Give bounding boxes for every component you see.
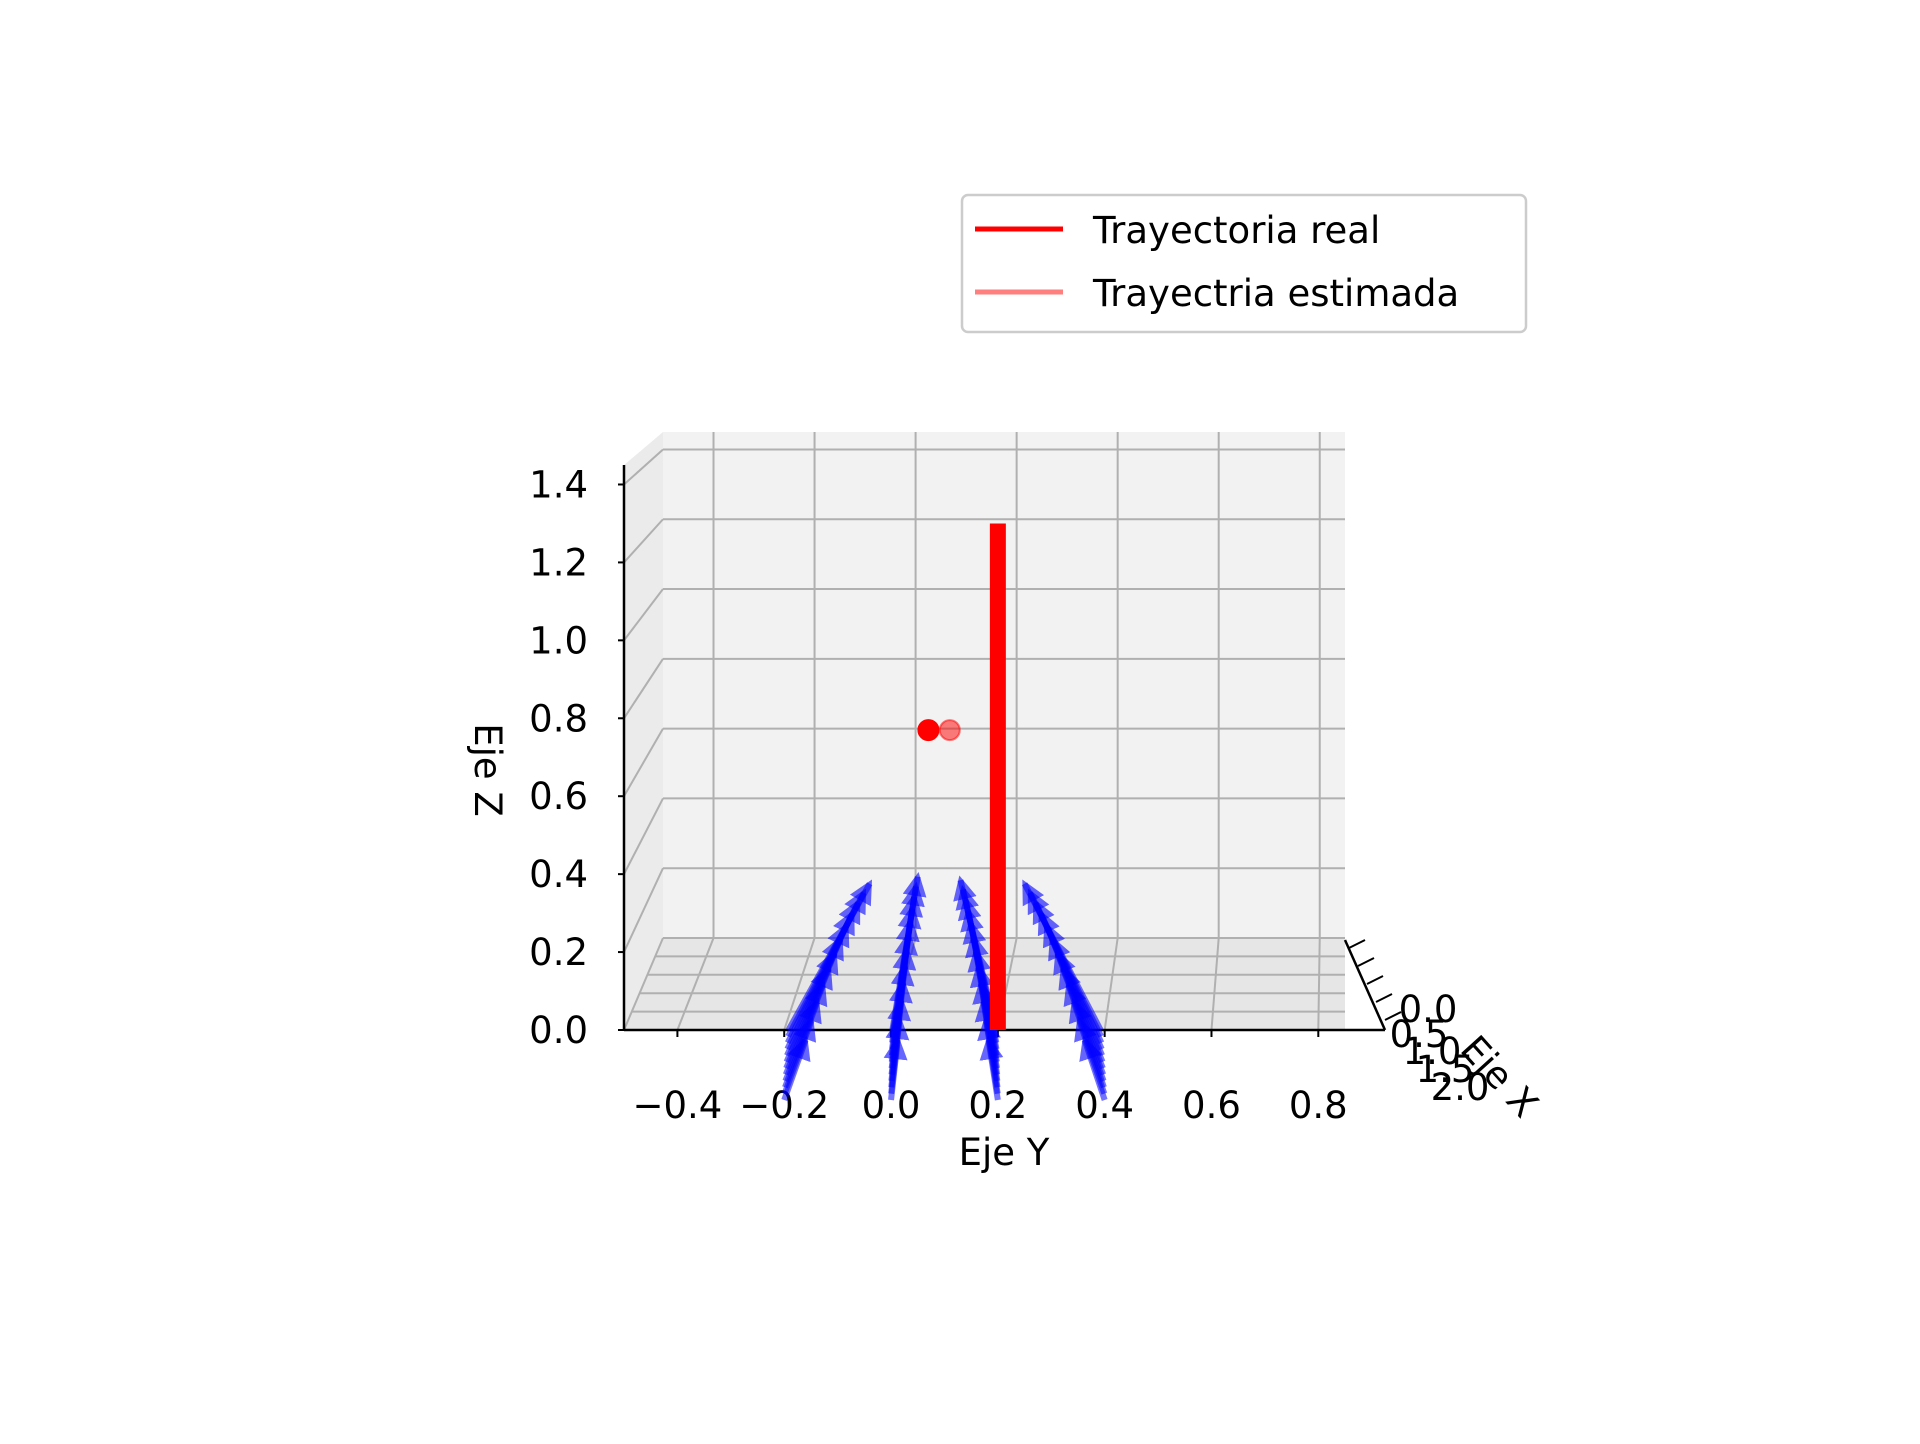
estimated-point	[938, 719, 961, 742]
z-tick-label: 1.4	[529, 463, 588, 506]
x-tick-mark	[1357, 957, 1375, 967]
gridline-z-side	[623, 728, 664, 797]
x-tick-mark	[1366, 975, 1384, 985]
quiver-arrow	[889, 871, 927, 1031]
y-tick-label: −0.4	[632, 1084, 722, 1127]
left-pane	[624, 432, 663, 1030]
gridline-z-side	[623, 797, 664, 875]
gridline-z-side	[623, 518, 664, 564]
tick-labels: 0.00.20.40.60.81.01.21.4−0.4 −0.2 0.0 0.2 0.…	[529, 463, 1489, 1127]
x-tick-label: 0.0	[1399, 988, 1458, 1031]
legend-label-real: Trayectoria real	[1092, 209, 1380, 252]
z-tick-label: 0.0	[529, 1009, 588, 1052]
x-tick-label: 1.0	[1403, 1030, 1462, 1073]
gridline-y-floor	[676, 937, 715, 1031]
gridline-z-side	[623, 937, 664, 1031]
y-axis-title: Eje Y	[959, 1131, 1050, 1174]
quiver-arrow	[1021, 879, 1104, 1032]
x-axis-line	[1343, 939, 1387, 1031]
z-tick-label: 0.2	[529, 931, 588, 974]
z-tick-label: 1.0	[529, 619, 588, 662]
y-tick-label: 0.8	[1289, 1084, 1348, 1127]
legend: Trayectoria real Trayectria estimada	[960, 193, 1528, 334]
gridline-y-floor	[1317, 937, 1321, 1031]
z-tick-label: 0.4	[529, 853, 588, 896]
z-axis-title: Eje Z	[466, 723, 509, 817]
series	[917, 523, 1006, 1030]
real-point	[917, 719, 940, 742]
x-tick-mark	[1384, 1011, 1402, 1021]
x-tick-label: 0.5	[1390, 1013, 1449, 1056]
quiver-arrows	[781, 871, 1108, 1102]
gridline-z-side	[623, 658, 664, 719]
gridline-y-floor	[1210, 937, 1220, 1031]
z-tick-label: 0.6	[529, 775, 588, 818]
gridline-z-side	[623, 588, 664, 641]
x-tick-label: 1.5	[1416, 1048, 1475, 1091]
y-tick-label: 0.6	[1182, 1084, 1241, 1127]
gridline-z-side	[623, 867, 664, 953]
legend-box	[960, 193, 1528, 334]
legend-label-estimated: Trayectria estimada	[1092, 272, 1459, 315]
x-tick-label: 2.0	[1431, 1066, 1490, 1109]
gridline-z-side	[623, 448, 664, 486]
x-tick-mark	[1375, 993, 1393, 1003]
gridline-y-floor	[1103, 937, 1119, 1031]
x-tick-mark	[1348, 939, 1366, 949]
gridline-y-floor	[783, 937, 816, 1031]
z-tick-label: 1.2	[529, 541, 588, 584]
z-tick-label: 0.8	[529, 697, 588, 740]
quiver-arrow	[785, 879, 873, 1032]
